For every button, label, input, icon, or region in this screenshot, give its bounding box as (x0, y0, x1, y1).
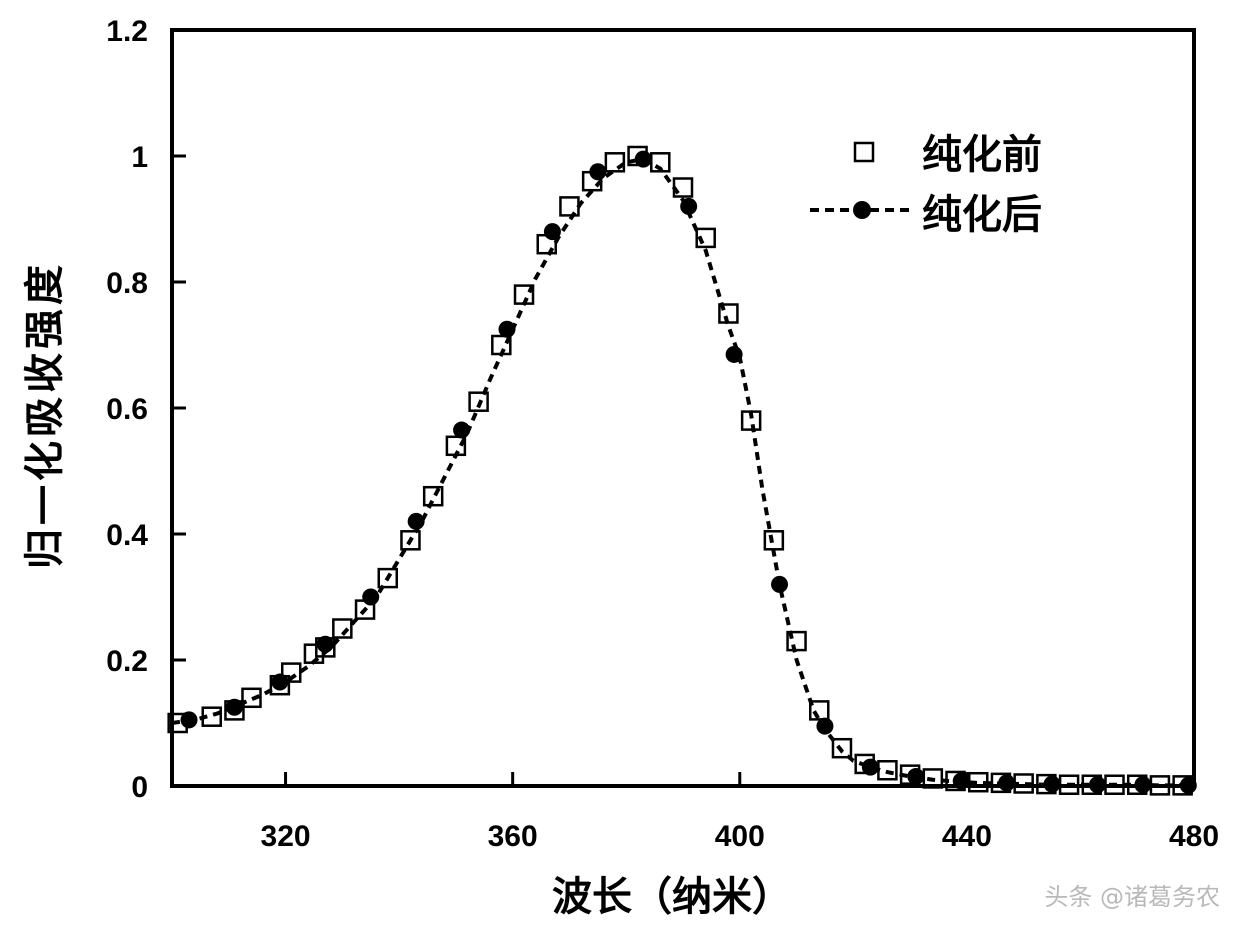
point-before (303, 643, 325, 664)
point-before (491, 334, 512, 356)
legend-marker-before (853, 141, 875, 163)
point-after (271, 673, 289, 691)
x-tick-label: 440 (942, 820, 992, 853)
point-before (650, 152, 671, 173)
x-tick-label: 360 (488, 820, 538, 853)
y-axis-title: 归一化吸收强度 (22, 261, 68, 569)
point-after (225, 698, 243, 716)
point-after (680, 197, 698, 215)
point-before (786, 630, 807, 652)
axis-tick-labels: 320 360 400 440 480 0 0.2 0.4 0.6 0.8 1 1.2 (106, 15, 1219, 853)
point-after (1134, 776, 1152, 794)
point-after (1043, 775, 1061, 793)
point-before (400, 530, 421, 551)
point-before (695, 227, 716, 249)
point-after (725, 345, 743, 363)
point-before (445, 435, 467, 457)
series-lines (171, 157, 1183, 788)
point-before (468, 391, 489, 412)
point-after (998, 774, 1016, 792)
point-before (559, 196, 580, 217)
point-after (180, 711, 198, 729)
legend-marker-after (853, 201, 871, 219)
y-tick-label: 0.8 (106, 267, 148, 300)
point-after (1088, 776, 1106, 794)
point-before (377, 567, 399, 589)
point-before (604, 152, 626, 173)
watermark: 头条 @诸葛务农 (1044, 883, 1220, 911)
point-after (589, 163, 607, 181)
point-after (634, 150, 652, 168)
point-before (280, 662, 302, 683)
point-before (422, 485, 444, 507)
point-after (816, 717, 834, 735)
point-after (543, 223, 561, 241)
point-after (771, 575, 789, 593)
series-points (167, 145, 1197, 796)
x-tick-label: 320 (261, 820, 311, 853)
x-tick-label: 400 (715, 820, 765, 853)
point-after (362, 588, 380, 606)
y-tick-label: 1.2 (106, 15, 148, 48)
point-after (498, 320, 516, 338)
point-after (861, 758, 879, 776)
point-before (740, 410, 762, 431)
legend-label-before: 纯化前 (922, 132, 1042, 178)
point-before (877, 760, 898, 781)
point-after (453, 421, 471, 439)
point-after (316, 635, 334, 653)
series-line-after (171, 157, 1183, 788)
point-before (763, 530, 785, 551)
point-before (241, 687, 262, 709)
point-after (952, 772, 970, 790)
x-axis-title: 波长（纳米） (552, 874, 792, 920)
point-before (809, 700, 830, 721)
point-after (907, 768, 925, 786)
y-tick-label: 1 (131, 141, 148, 174)
point-before (332, 618, 353, 639)
point-after (407, 512, 425, 530)
point-before (831, 737, 853, 759)
point-before (672, 177, 694, 198)
point-before (718, 303, 739, 324)
point-before (513, 284, 535, 305)
y-tick-label: 0 (131, 771, 148, 804)
legend: 纯化前 纯化后 (810, 132, 1042, 238)
legend-label-after: 纯化后 (922, 192, 1042, 238)
y-tick-label: 0.2 (106, 645, 148, 678)
x-tick-label: 480 (1169, 820, 1219, 853)
point-after (1179, 776, 1197, 794)
y-tick-label: 0.4 (106, 519, 148, 552)
y-tick-label: 0.6 (106, 393, 148, 426)
point-before (201, 706, 222, 727)
